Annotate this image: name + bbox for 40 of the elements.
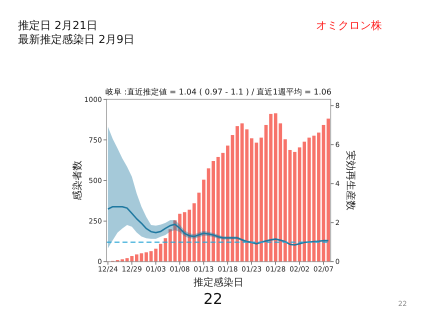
bar (178, 214, 182, 262)
bar (212, 161, 216, 262)
bar (278, 123, 282, 262)
bar (302, 142, 306, 262)
bar (125, 258, 129, 262)
bar (317, 132, 320, 262)
bar (274, 113, 278, 262)
bar (144, 252, 148, 262)
bar (226, 146, 230, 262)
text: 最新推定感染日 2月9日 (18, 33, 134, 46)
bar (202, 180, 206, 262)
bar (168, 229, 172, 262)
bar (240, 123, 244, 262)
bar (192, 203, 196, 262)
y-axis-title: 感染者数 (72, 160, 84, 200)
bar (188, 210, 192, 262)
bar (326, 118, 330, 262)
bar (130, 256, 134, 262)
bar (307, 138, 311, 262)
bar (236, 126, 239, 262)
x-axis-title: 推定感染日 (194, 276, 244, 289)
text: 22 (203, 290, 223, 308)
bar (154, 248, 158, 262)
bar (260, 138, 263, 262)
bar (216, 156, 220, 262)
bar (158, 244, 162, 262)
bar (221, 152, 225, 262)
bar (182, 212, 186, 262)
line-series (107, 206, 330, 246)
text: 推定日 2月21日 (18, 19, 98, 32)
bar (250, 138, 254, 262)
bar (164, 238, 168, 262)
bar (135, 254, 138, 262)
bar (269, 114, 272, 262)
bar (245, 129, 249, 262)
chart-title: 岐阜 :直近推定値 = 1.04 ( 0.97 - 1.1 ) / 直近1週平均 = 1.06 (106, 87, 332, 96)
y2-axis-title: 実効再生産数 (344, 150, 357, 210)
bar (284, 139, 287, 262)
text: オミクロン株 (316, 19, 382, 32)
bar (293, 152, 296, 262)
